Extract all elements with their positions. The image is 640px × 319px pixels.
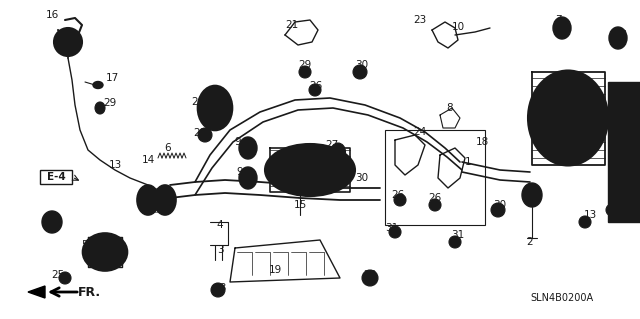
Text: 23: 23 — [413, 15, 427, 25]
Text: 29: 29 — [298, 60, 312, 70]
Text: 26: 26 — [309, 81, 323, 91]
Circle shape — [606, 204, 618, 216]
Text: 28: 28 — [193, 128, 207, 138]
Circle shape — [613, 163, 623, 173]
Ellipse shape — [42, 211, 62, 233]
Ellipse shape — [137, 185, 159, 215]
Ellipse shape — [557, 21, 567, 34]
Bar — [385, 130, 485, 225]
Ellipse shape — [522, 183, 542, 207]
Circle shape — [44, 214, 60, 230]
Text: E-4: E-4 — [47, 172, 65, 182]
Ellipse shape — [93, 81, 103, 88]
Text: 26: 26 — [392, 190, 404, 200]
Text: 14: 14 — [141, 155, 155, 165]
Circle shape — [429, 199, 441, 211]
Text: 1: 1 — [465, 157, 471, 167]
Circle shape — [449, 236, 461, 248]
Text: 5: 5 — [82, 240, 88, 250]
Text: 31: 31 — [385, 223, 399, 233]
Circle shape — [54, 28, 82, 56]
Circle shape — [299, 66, 311, 78]
Circle shape — [198, 128, 212, 142]
Text: 28: 28 — [364, 270, 376, 280]
Text: 17: 17 — [106, 73, 118, 83]
Circle shape — [353, 65, 367, 79]
Text: 8: 8 — [447, 103, 453, 113]
Text: 9: 9 — [237, 167, 243, 177]
Circle shape — [59, 272, 71, 284]
Ellipse shape — [334, 147, 342, 157]
Text: 4: 4 — [217, 220, 223, 230]
Text: 30: 30 — [493, 200, 507, 210]
Circle shape — [211, 283, 225, 297]
Ellipse shape — [243, 172, 253, 184]
Text: 26: 26 — [428, 193, 442, 203]
Ellipse shape — [553, 17, 571, 39]
Text: 7: 7 — [555, 15, 561, 25]
Text: 20: 20 — [191, 97, 205, 107]
Ellipse shape — [265, 144, 355, 196]
Circle shape — [394, 194, 406, 206]
Ellipse shape — [95, 102, 105, 114]
Text: 6: 6 — [164, 143, 172, 153]
Ellipse shape — [527, 189, 538, 202]
Text: 13: 13 — [108, 160, 122, 170]
Text: 7: 7 — [619, 30, 625, 40]
Text: 30: 30 — [355, 60, 369, 70]
Text: 9: 9 — [235, 137, 241, 147]
Ellipse shape — [83, 233, 127, 271]
Ellipse shape — [198, 85, 232, 130]
Text: 29: 29 — [104, 98, 116, 108]
Ellipse shape — [613, 32, 623, 44]
Ellipse shape — [609, 27, 627, 49]
Ellipse shape — [528, 70, 608, 166]
Text: 24: 24 — [413, 127, 427, 137]
Circle shape — [389, 226, 401, 238]
Text: 25: 25 — [51, 270, 65, 280]
Ellipse shape — [243, 142, 253, 154]
Text: 13: 13 — [584, 210, 596, 220]
Text: SLN4B0200A: SLN4B0200A — [531, 293, 593, 303]
Text: 18: 18 — [476, 137, 488, 147]
Text: 14: 14 — [611, 195, 625, 205]
Text: 27: 27 — [325, 140, 339, 150]
Circle shape — [309, 84, 321, 96]
Text: 16: 16 — [45, 10, 59, 20]
Ellipse shape — [154, 185, 176, 215]
Circle shape — [362, 270, 378, 286]
Text: 31: 31 — [451, 230, 465, 240]
Circle shape — [579, 216, 591, 228]
Text: 30: 30 — [355, 173, 369, 183]
Ellipse shape — [205, 93, 225, 123]
Text: 2: 2 — [527, 237, 533, 247]
Text: 3: 3 — [217, 245, 223, 255]
Ellipse shape — [330, 143, 346, 161]
Bar — [40, 170, 72, 184]
Ellipse shape — [239, 137, 257, 159]
Circle shape — [491, 203, 505, 217]
Ellipse shape — [239, 167, 257, 189]
Text: 26: 26 — [611, 158, 623, 168]
Text: 10: 10 — [451, 22, 465, 32]
Text: 21: 21 — [285, 20, 299, 30]
Text: 19: 19 — [268, 265, 282, 275]
Text: 12: 12 — [524, 185, 536, 195]
Bar — [608, 82, 640, 222]
Text: 15: 15 — [293, 200, 307, 210]
Text: 28: 28 — [213, 283, 227, 293]
Text: 11: 11 — [45, 213, 59, 223]
Text: FR.: FR. — [78, 286, 101, 299]
Text: 22: 22 — [618, 150, 632, 160]
Polygon shape — [28, 286, 45, 298]
